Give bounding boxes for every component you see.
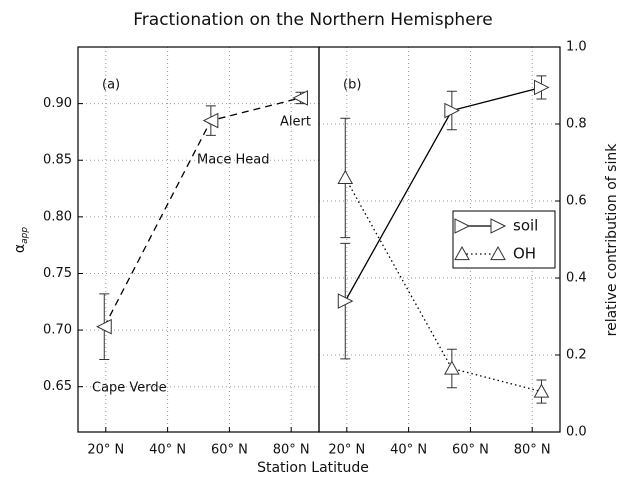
x-tick-label: 60° N <box>452 443 489 458</box>
y-tick-label: 0.65 <box>43 379 72 394</box>
series-line <box>344 86 542 302</box>
y2-tick-label: 0.2 <box>566 348 587 363</box>
annotation: Cape Verde <box>92 381 167 396</box>
marker <box>533 383 550 398</box>
marker <box>533 79 550 96</box>
legend-marker <box>490 245 506 261</box>
legend-marker <box>454 245 470 261</box>
y2-tick-label: 1.0 <box>566 40 587 55</box>
y2-tick-label: 0.4 <box>566 271 587 286</box>
x-axis-label: Station Latitude <box>257 460 369 476</box>
y-tick-label: 0.80 <box>43 209 72 224</box>
plot-frame <box>77 46 320 433</box>
y2-tick-label: 0.8 <box>566 117 587 132</box>
y-tick-label: 0.90 <box>43 96 72 111</box>
x-tick-label: 80° N <box>273 443 310 458</box>
y-tick-label: 0.75 <box>43 266 72 281</box>
marker <box>337 293 354 309</box>
y-axis-label-subscript: app <box>20 227 30 244</box>
legend-marker <box>490 218 507 234</box>
marker <box>444 360 460 375</box>
panel-label: (b) <box>343 78 361 93</box>
y2-tick-label: 0.6 <box>566 194 587 209</box>
marker <box>202 112 219 129</box>
chart-title: Fractionation on the Northern Hemisphere <box>133 10 492 30</box>
x-tick-label: 40° N <box>149 443 186 458</box>
y-axis-label: αapp <box>12 227 30 253</box>
plot-frame <box>318 46 561 433</box>
legend-marker <box>454 218 471 234</box>
x-tick-label: 60° N <box>211 443 248 458</box>
x-tick-label: 80° N <box>514 443 551 458</box>
x-tick-label: 40° N <box>390 443 427 458</box>
series-line <box>344 177 542 393</box>
marker <box>337 169 354 184</box>
y-tick-label: 0.70 <box>43 323 72 338</box>
marker <box>96 318 112 335</box>
x-tick-label: 20° N <box>328 443 365 458</box>
series-line <box>103 97 301 327</box>
x-tick-label: 20° N <box>87 443 124 458</box>
y-axis-label-main: α <box>12 244 28 253</box>
marker <box>444 102 460 119</box>
y-tick-label: 0.85 <box>43 153 72 168</box>
panel-label: (a) <box>102 78 120 93</box>
annotation: Alert <box>280 115 311 130</box>
legend-label: soil <box>513 217 538 235</box>
legend-label: OH <box>513 245 536 263</box>
y2-axis-label: relative contribution of sink <box>604 143 620 337</box>
annotation: Mace Head <box>197 153 269 168</box>
y2-tick-label: 0.0 <box>566 425 587 440</box>
marker <box>292 90 308 106</box>
